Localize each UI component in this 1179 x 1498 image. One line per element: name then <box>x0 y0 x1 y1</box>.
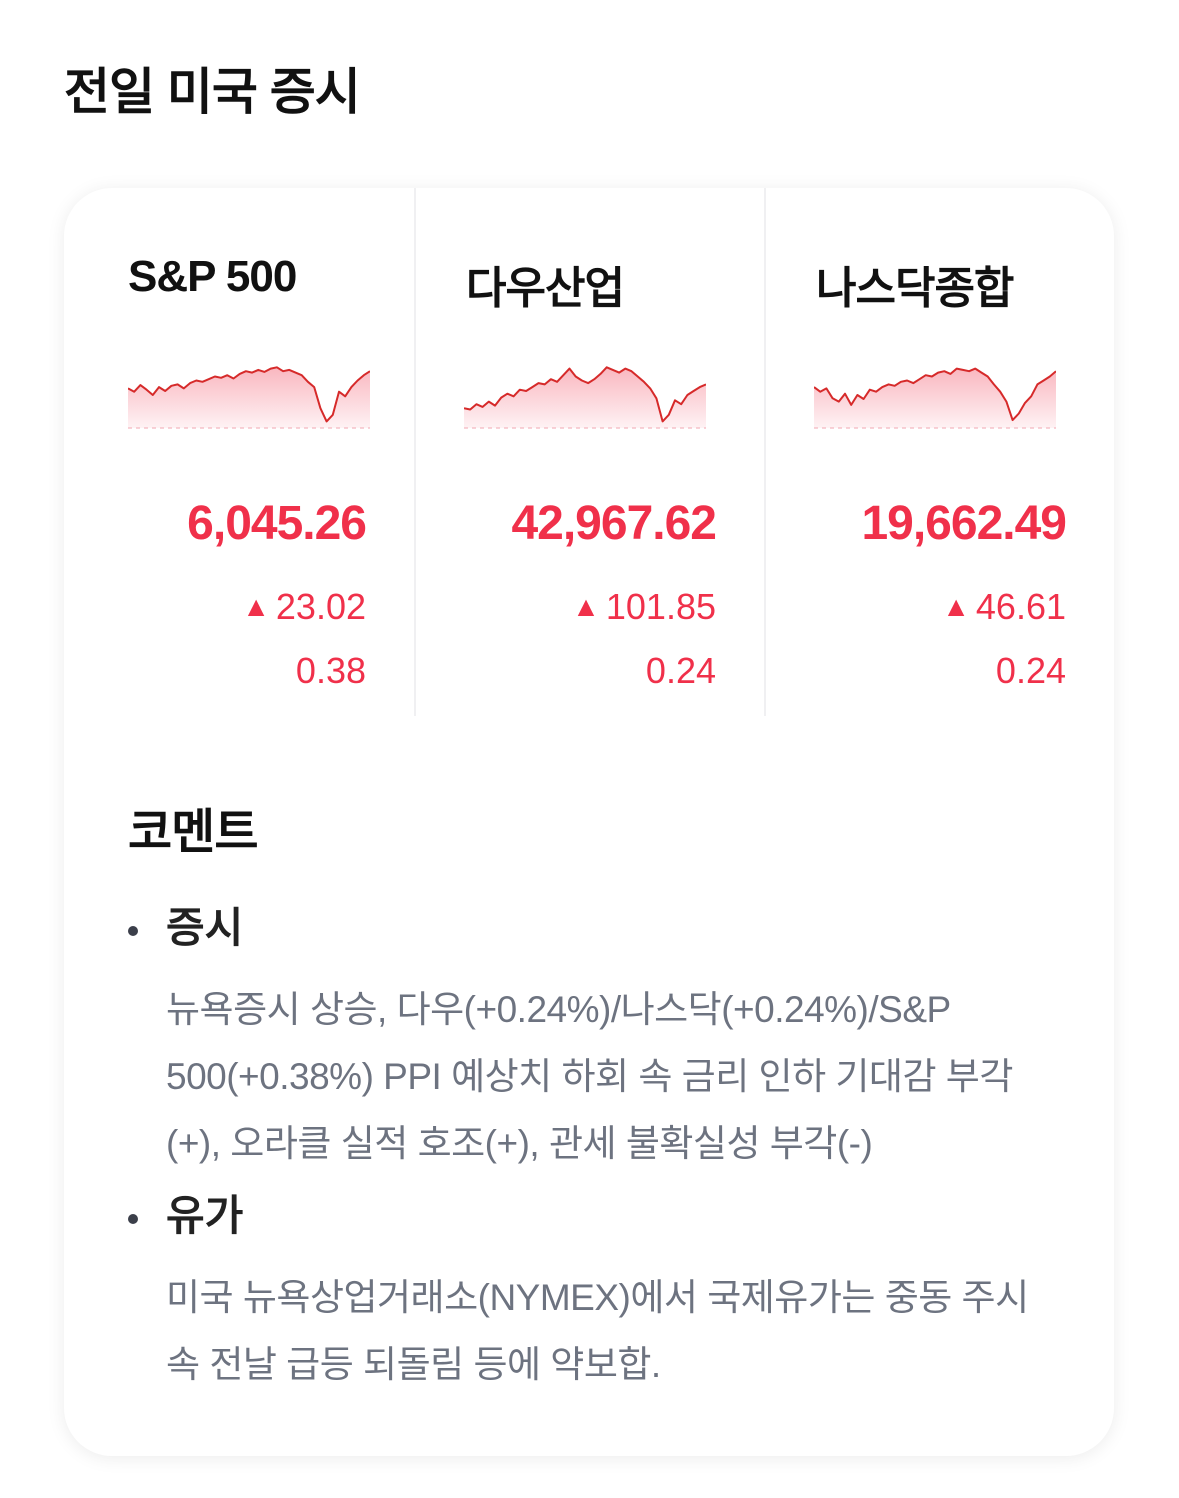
change-value: 46.61 <box>975 586 1066 627</box>
sparkline-line <box>128 366 370 423</box>
comment-section-stocks: 증시 뉴욕증시 상승, 다우(+0.24%)/나스닥(+0.24%)/S&P 5… <box>128 900 1058 1177</box>
change-value: 101.85 <box>605 586 716 627</box>
sparkline-area <box>814 368 1056 428</box>
bullet-icon <box>128 1214 138 1224</box>
index-card-dow[interactable]: 다우산업 42,967.62 ▲ 101.85 0.24 <box>414 188 764 716</box>
bullet-icon <box>128 926 138 936</box>
comment-section-oil: 유가 미국 뉴욕상업거래소(NYMEX)에서 국제유가는 중동 주시 속 전날 … <box>128 1188 1058 1398</box>
sparkline-area <box>128 367 370 428</box>
sparkline-chart <box>464 366 706 429</box>
index-rate: 0.38 <box>295 650 366 691</box>
comment-title: 코멘트 <box>128 806 258 859</box>
up-arrow-icon: ▲ <box>242 591 270 622</box>
index-rate: 0.24 <box>645 650 716 691</box>
sparkline-area <box>464 367 706 428</box>
up-arrow-icon: ▲ <box>572 591 600 622</box>
section-heading-label: 유가 <box>166 1192 244 1239</box>
sparkline-chart <box>128 366 370 429</box>
us-market-card: S&P 500 6,045.26 ▲ 23.02 0.38 다우산업 42,96… <box>64 188 1114 1456</box>
index-name: 나스닥종합 <box>816 264 1014 313</box>
index-card-nasdaq[interactable]: 나스닥종합 19,662.49 ▲ 46.61 0.24 <box>764 188 1114 716</box>
section-heading-label: 증시 <box>166 904 244 951</box>
section-heading: 유가 <box>128 1188 1058 1244</box>
page-title: 전일 미국 증시 <box>64 64 361 120</box>
index-change: ▲ 46.61 <box>942 586 1066 628</box>
index-name: 다우산업 <box>466 264 625 313</box>
sparkline-line <box>814 367 1056 422</box>
index-card-sp500[interactable]: S&P 500 6,045.26 ▲ 23.02 0.38 <box>64 188 414 716</box>
sparkline-chart <box>814 367 1056 429</box>
change-value: 23.02 <box>275 586 366 627</box>
index-value: 6,045.26 <box>187 497 367 550</box>
index-value: 42,967.62 <box>511 497 717 550</box>
section-heading: 증시 <box>128 900 1058 956</box>
index-rate: 0.24 <box>995 650 1066 691</box>
index-change: ▲ 23.02 <box>242 586 366 628</box>
up-arrow-icon: ▲ <box>942 591 970 622</box>
index-change: ▲ 101.85 <box>572 586 716 628</box>
index-value: 19,662.49 <box>861 497 1067 550</box>
section-body: 뉴욕증시 상승, 다우(+0.24%)/나스닥(+0.24%)/S&P 500(… <box>166 989 1013 1164</box>
index-summary: S&P 500 6,045.26 ▲ 23.02 0.38 다우산업 42,96… <box>64 188 1114 716</box>
section-body: 미국 뉴욕상업거래소(NYMEX)에서 국제유가는 중동 주시 속 전날 급등 … <box>166 1277 1029 1385</box>
index-name: S&P 500 <box>128 252 297 301</box>
sparkline-line <box>464 366 706 423</box>
